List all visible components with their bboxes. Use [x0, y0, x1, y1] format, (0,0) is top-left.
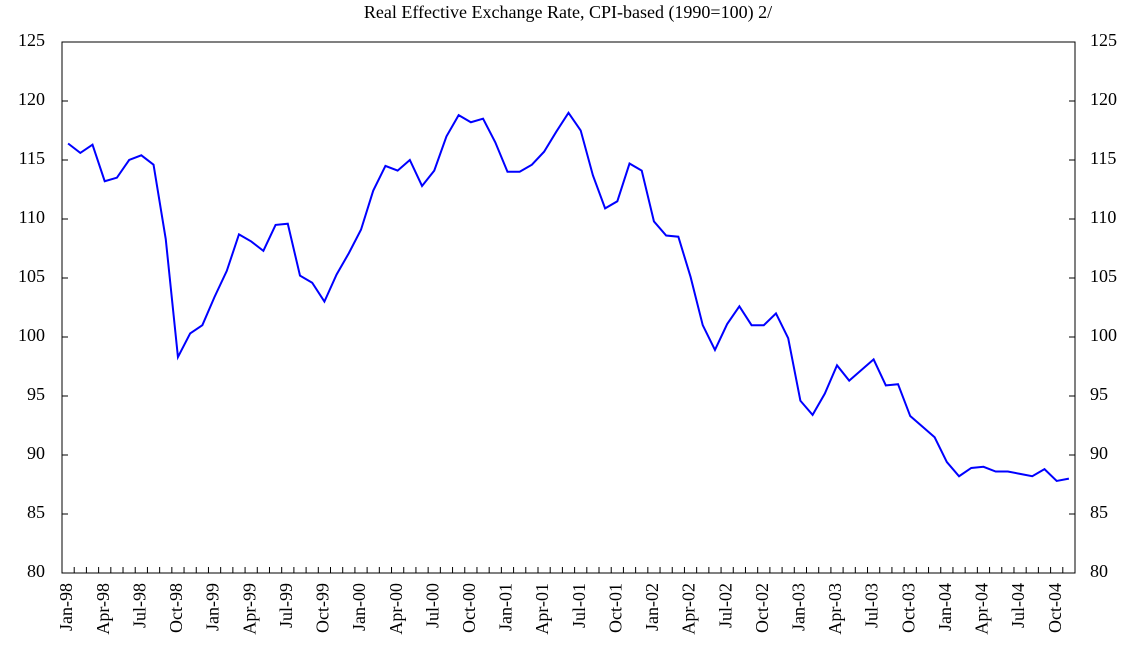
x-tick-label: Jan-01 [496, 583, 516, 631]
y2-tick-label: 95 [1090, 384, 1108, 404]
x-tick-label: Oct-98 [166, 583, 186, 633]
y2-tick-label: 120 [1090, 89, 1117, 109]
x-tick-label: Jul-01 [569, 583, 589, 628]
x-tick-label: Oct-00 [459, 583, 479, 633]
y2-tick-label: 125 [1090, 30, 1117, 50]
y2-tick-label: 100 [1090, 325, 1117, 345]
x-tick-label: Jul-04 [1008, 583, 1028, 628]
y-tick-label: 100 [18, 325, 45, 345]
x-tick-label: Oct-99 [313, 583, 333, 633]
x-tick-label: Jan-00 [349, 583, 369, 631]
x-tick-label: Apr-04 [972, 583, 992, 635]
x-tick-label: Jan-99 [203, 583, 223, 631]
y-tick-label: 125 [18, 30, 45, 50]
x-tick-label: Jan-04 [935, 583, 955, 631]
x-tick-label: Apr-01 [532, 583, 552, 635]
y-tick-label: 85 [27, 502, 45, 522]
y-tick-label: 110 [19, 207, 45, 227]
y2-tick-label: 90 [1090, 443, 1108, 463]
y-tick-label: 115 [19, 148, 45, 168]
x-tick-label: Apr-02 [679, 583, 699, 635]
y2-tick-label: 80 [1090, 561, 1108, 581]
x-tick-label: Oct-03 [898, 583, 918, 633]
data-line [67, 110, 1070, 483]
y-tick-label: 95 [27, 384, 45, 404]
x-tick-label: Apr-99 [239, 583, 259, 635]
x-tick-label: Oct-01 [605, 583, 625, 633]
y-tick-label: 80 [27, 561, 45, 581]
y-tick-label: 90 [27, 443, 45, 463]
y-tick-label: 120 [18, 89, 45, 109]
x-tick-label: Jan-02 [642, 583, 662, 631]
chart-title: Real Effective Exchange Rate, CPI-based … [364, 2, 772, 23]
x-tick-label: Oct-04 [1045, 583, 1065, 633]
y2-tick-label: 85 [1090, 502, 1108, 522]
x-tick-label: Apr-98 [93, 583, 113, 635]
x-tick-label: Apr-03 [825, 583, 845, 635]
x-tick-label: Jul-99 [276, 583, 296, 628]
plot-frame [61, 41, 1076, 574]
x-tick-label: Oct-02 [752, 583, 772, 633]
x-tick-label: Jul-02 [715, 583, 735, 628]
x-tick-label: Jul-03 [862, 583, 882, 628]
y2-tick-label: 105 [1090, 266, 1117, 286]
y2-tick-label: 110 [1090, 207, 1116, 227]
x-tick-label: Jan-03 [789, 583, 809, 631]
y2-tick-label: 115 [1090, 148, 1116, 168]
x-tick-label: Jul-98 [129, 583, 149, 628]
x-tick-label: Jan-98 [56, 583, 76, 631]
x-tick-label: Jul-00 [422, 583, 442, 628]
x-tick-label: Apr-00 [386, 583, 406, 635]
y-tick-label: 105 [18, 266, 45, 286]
